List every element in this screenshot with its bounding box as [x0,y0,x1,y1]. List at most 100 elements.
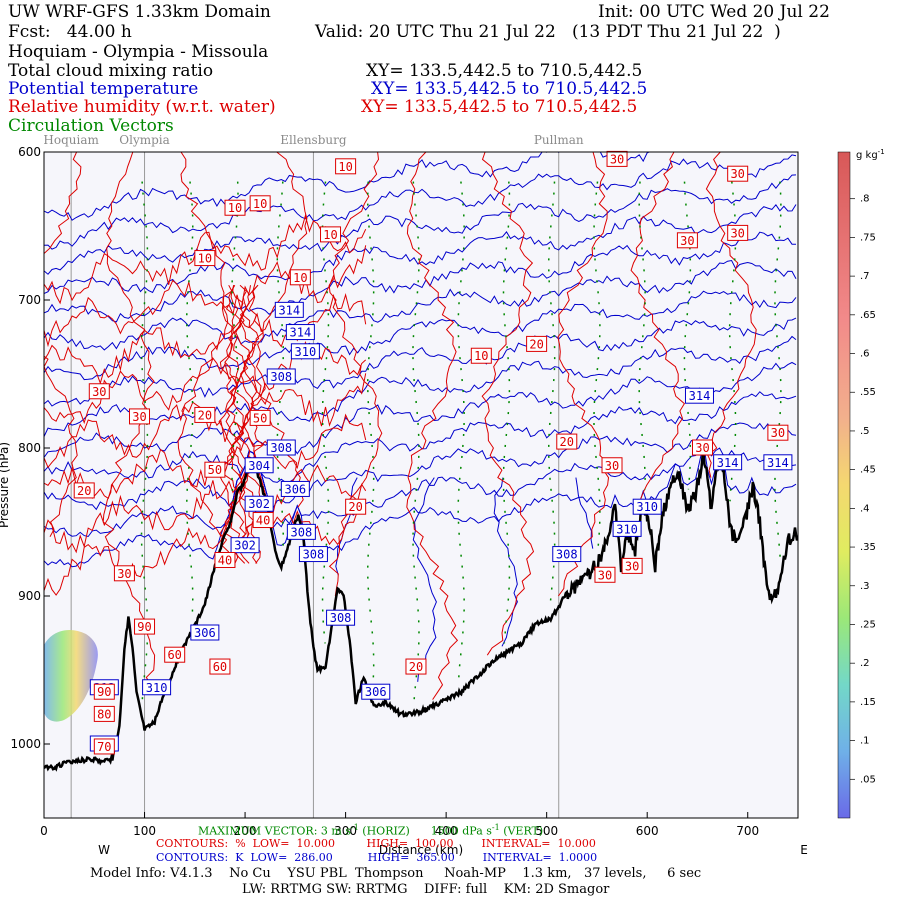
rh-label-box [335,158,357,175]
theta-contour [412,477,437,682]
theta-label: 302 [234,539,256,553]
rh-label-box [214,551,236,568]
west-label: W [98,843,110,857]
field-cloud: Total cloud mixing ratio [8,61,214,81]
xy-theta: XY= 133.5,442.5 to 710.5,442.5 [371,79,648,99]
rh-label-box [224,199,246,216]
theta-contour [44,443,797,568]
theta-label: 310 [295,345,317,359]
rh-label: 30 [730,226,744,240]
theta-contour [44,174,797,275]
theta-label: 306 [284,482,306,496]
rh-label: 20 [198,408,212,422]
y-tick-label: 900 [18,589,41,603]
rh-label-box [194,250,216,267]
theta-label: 304 [248,459,270,473]
rh-label: 30 [92,385,106,399]
circulation-vector [683,181,692,490]
theta-label: 314 [767,456,789,470]
theta-contour [44,231,797,323]
theta-label-box [142,679,172,696]
rh-label-box [405,658,427,675]
colorbar-label: .65 [860,310,876,321]
x-tick-label: 700 [736,824,759,838]
colorbar-label: .25 [860,619,876,630]
colorbar-label: .55 [860,387,876,398]
theta-label-box [286,523,316,540]
valid-time: Valid: 20 UTC Thu 21 Jul 22 (13 PDT Thu … [315,22,781,42]
rh-label-box [691,439,713,456]
colorbar-label: .6 [860,349,870,360]
rh-label: 30 [117,567,131,581]
y-axis-label: Pressure (hPa) [0,442,11,528]
theta-label-box [244,495,274,512]
colorbar-label: .5 [860,426,870,437]
station-label: Pullman [534,133,584,147]
rh-label-box [470,347,492,364]
colorbar-label: .45 [860,465,876,476]
x-tick-label: 300 [334,824,357,838]
rh-label: 40 [218,553,232,567]
rh-label-box [194,406,216,423]
rh-contour [44,456,367,554]
rh-label: 30 [730,167,744,181]
theta-label-box [190,624,220,641]
theta-label: 314 [689,389,711,403]
colorbar-unit: g kg-1 [856,148,885,161]
theta-label-box [274,301,304,318]
theta-label: 308 [330,611,352,625]
theta-contour [44,259,797,351]
theta-label: 308 [556,548,578,562]
rh-label: 10 [198,252,212,266]
rh-label: 20 [409,660,423,674]
rh-label-box [556,433,578,450]
theta-label-box [552,546,582,563]
theta-label: 310 [616,522,638,536]
rh-label: 60 [213,660,227,674]
rh-label: 10 [323,228,337,242]
rh-label: 60 [167,648,181,662]
rh-label: 30 [605,459,619,473]
theta-label-box [632,498,662,515]
x-tick-label: 200 [234,824,257,838]
rh-label: 30 [680,234,694,248]
theta-label: 308 [291,525,313,539]
rh-label: 30 [771,426,785,440]
station-label: Ellensburg [280,133,347,147]
colorbar-label: .05 [860,774,876,785]
rh-contour [406,152,459,700]
rh-contour [481,152,535,656]
rh-contour [229,285,249,564]
theta-label: 314 [278,303,300,317]
y-tick-label: 1000 [10,737,41,751]
rh-label: 40 [256,514,270,528]
x-tick-label: 0 [40,824,48,838]
rh-label: 20 [529,337,543,351]
rh-label: 30 [132,410,146,424]
theta-label-box [266,368,296,385]
rh-label-box [73,482,95,499]
theta-label: 306 [365,685,387,699]
rh-label-box [129,408,151,425]
theta-contour [44,152,651,221]
theta-label: 308 [303,548,325,562]
theta-label-box [290,343,320,360]
theta-contour [575,477,594,549]
rh-contour-info: CONTOURS: % LOW= 10.000 HIGH= 100.00 INT… [156,837,596,850]
rh-label-box [594,566,616,583]
plot-background [44,152,798,818]
rh-label: 90 [97,685,111,699]
y-tick-label: 700 [18,293,41,307]
plot-frame [43,151,799,819]
y-tick-label: 800 [18,441,41,455]
model-info: Model Info: V4.1.3 No Cu YSU PBL Thompso… [90,866,702,881]
theta-label-box [280,480,310,497]
rh-label-box [164,646,186,663]
rh-label-box [526,335,548,352]
cloud-water-shading [44,629,98,722]
rh-contour [44,152,82,538]
rh-contour [630,152,686,500]
theta-contour-info: CONTOURS: K LOW= 286.00 HIGH= 365.00 INT… [156,851,598,864]
rh-label: 20 [348,500,362,514]
xy-cloud: XY= 133.5,442.5 to 710.5,442.5 [366,61,643,81]
